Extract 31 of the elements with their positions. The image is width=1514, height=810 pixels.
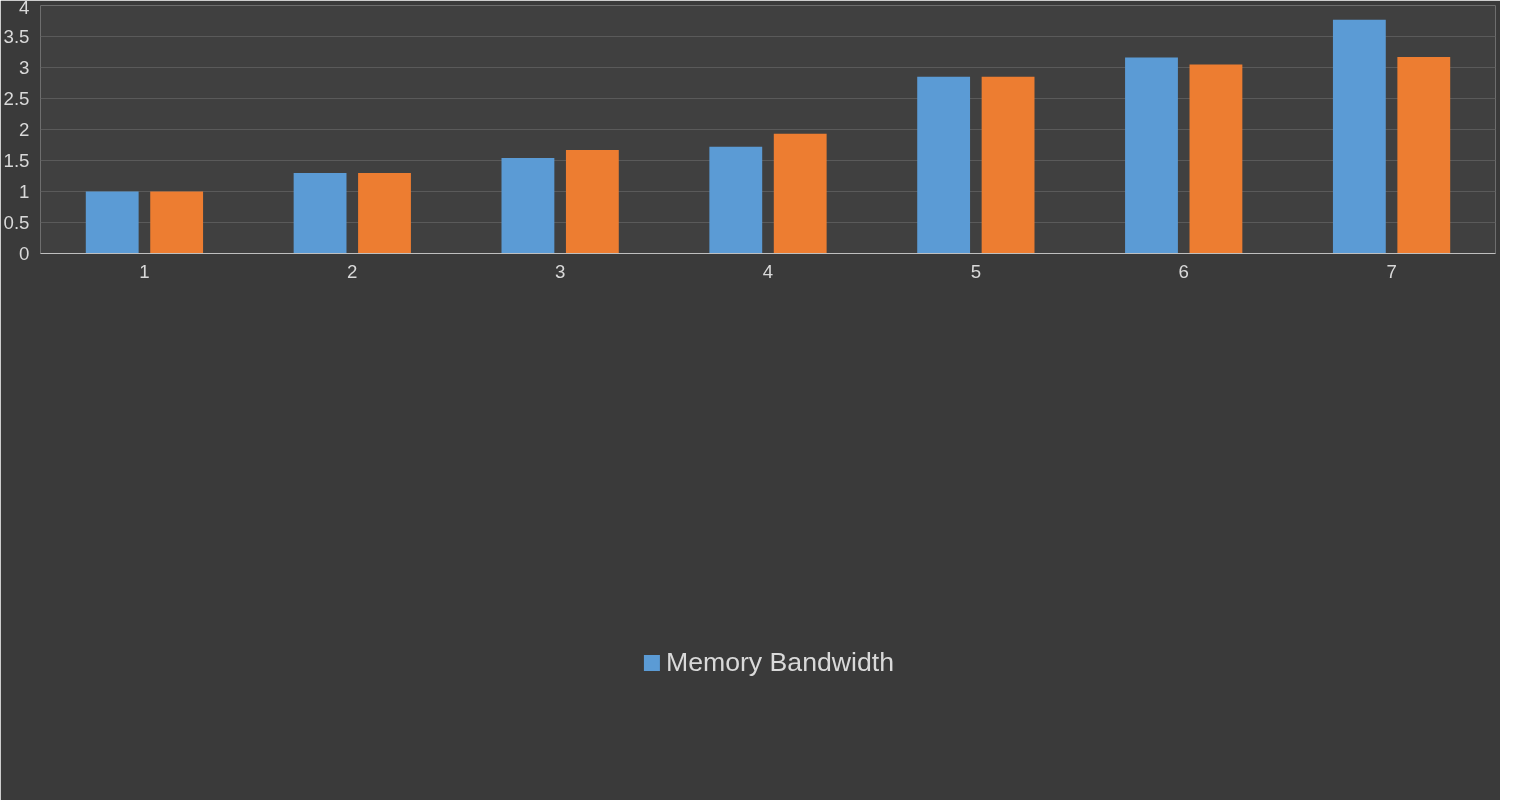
- y-tick-label: 2: [19, 119, 30, 140]
- bar: [1332, 19, 1386, 254]
- legend-label: Memory Bandwidth: [665, 646, 895, 678]
- bar: [150, 191, 204, 254]
- x-tick-label: 2: [347, 260, 358, 282]
- x-tick-label: 4: [762, 260, 774, 282]
- bar: [85, 191, 139, 254]
- y-tick-label: 4: [19, 0, 30, 18]
- bar: [501, 158, 555, 254]
- y-tick-label: 2.5: [3, 88, 30, 109]
- bar: [565, 149, 619, 254]
- bar: [358, 172, 411, 254]
- x-tick-label: 5: [970, 260, 982, 282]
- bar: [1189, 64, 1243, 254]
- x-tick-label: 6: [1178, 260, 1189, 282]
- y-tick-label: 1: [19, 181, 30, 202]
- y-tick-label: 3: [19, 57, 30, 78]
- bar: [1397, 56, 1451, 254]
- bar: [917, 76, 971, 254]
- bar: [1125, 57, 1178, 254]
- x-tick-label: 7: [1386, 260, 1397, 282]
- y-tick-label: 0: [19, 243, 30, 264]
- y-tick-label: 1.5: [3, 150, 30, 171]
- x-tick-label: 1: [139, 260, 150, 282]
- x-tick-label: 3: [554, 260, 566, 282]
- y-tick-label: 0.5: [3, 212, 30, 233]
- bar: [709, 146, 763, 254]
- bar: [293, 172, 347, 254]
- bar: [981, 76, 1035, 254]
- y-tick-label: 3.5: [3, 26, 30, 47]
- bar: [773, 133, 827, 254]
